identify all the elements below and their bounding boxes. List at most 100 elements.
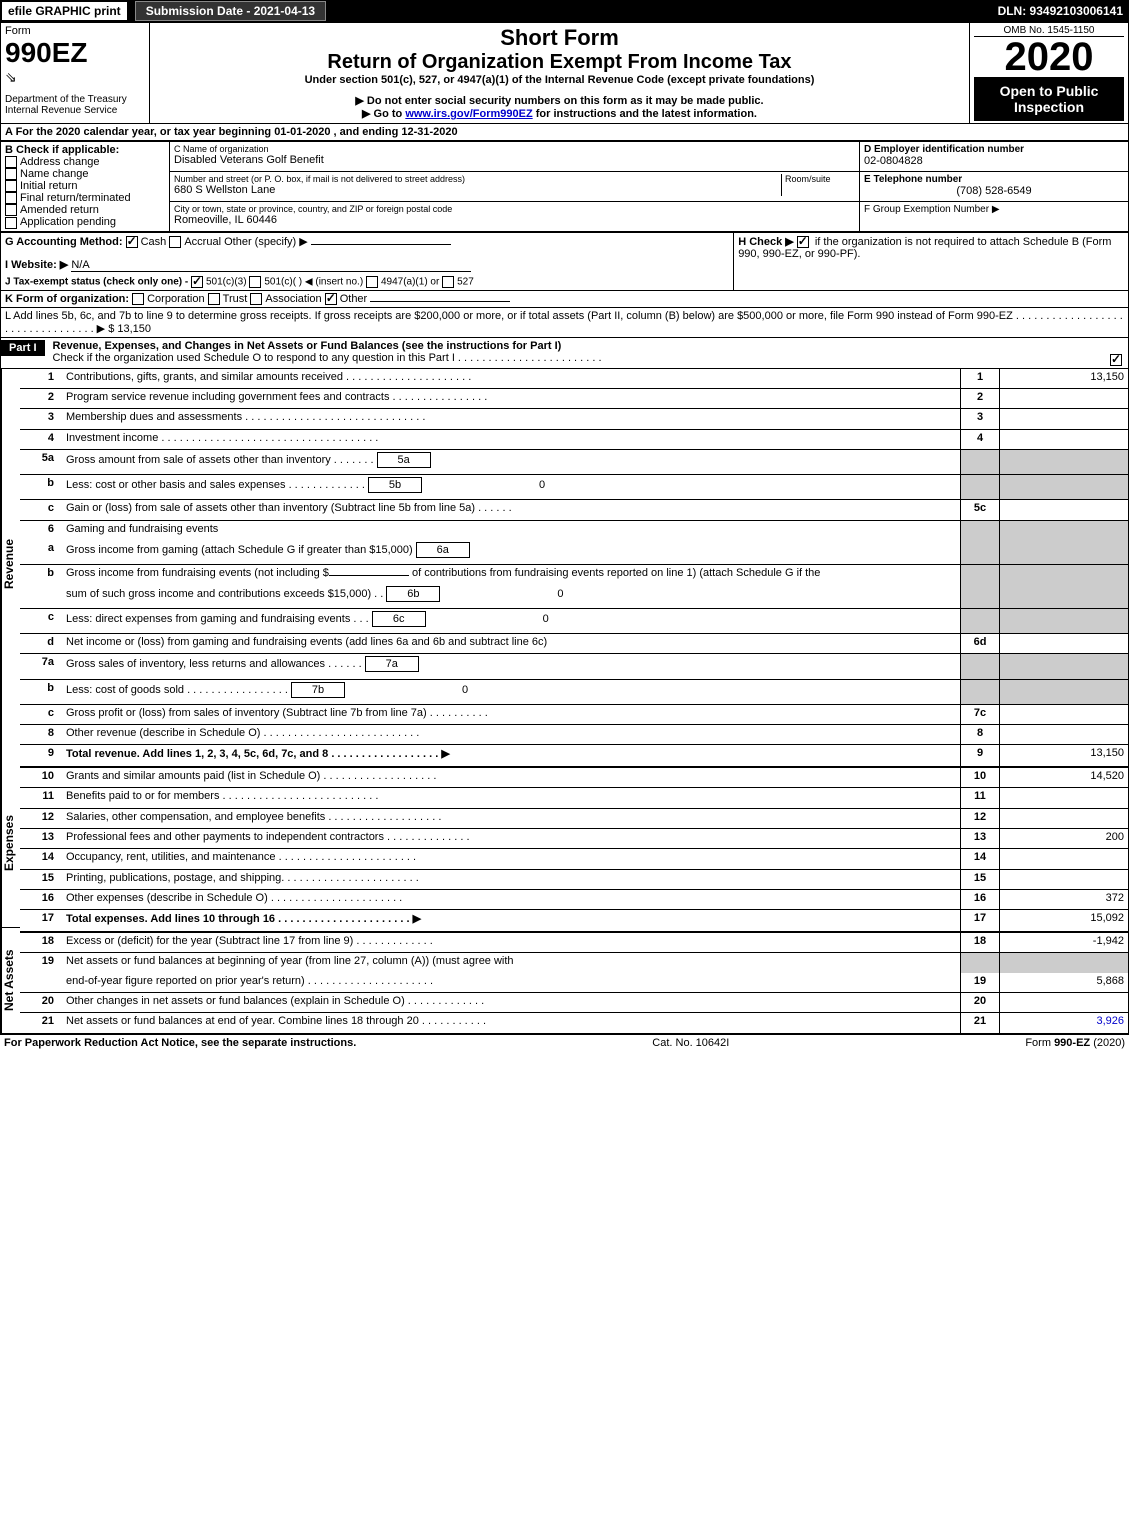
line-11-amt — [1000, 788, 1129, 808]
line-18: 18Excess or (deficit) for the year (Subt… — [20, 932, 1128, 953]
line-6: 6Gaming and fundraising events — [20, 520, 1128, 540]
527-label: 527 — [457, 276, 474, 287]
line-19-num: 19 — [961, 973, 1000, 993]
line-1-num: 1 — [961, 369, 1000, 389]
open-public-badge: Open to Public Inspection — [974, 77, 1124, 121]
box-b-title: B Check if applicable: — [5, 144, 165, 156]
line-13: 13Professional fees and other payments t… — [20, 829, 1128, 849]
other-org-checkbox[interactable] — [325, 293, 337, 305]
line-5b: bLess: cost or other basis and sales exp… — [20, 475, 1128, 500]
line-19a: 19Net assets or fund balances at beginni… — [20, 953, 1128, 973]
line-6d: dNet income or (loss) from gaming and fu… — [20, 634, 1128, 654]
line-5a-box: 5a — [377, 452, 431, 468]
amended-return-checkbox[interactable] — [5, 204, 17, 216]
line-7a-box: 7a — [365, 656, 419, 672]
line-7c-num: 7c — [961, 704, 1000, 724]
other-org-label: Other — [340, 293, 368, 305]
line-20-num: 20 — [961, 992, 1000, 1012]
line-9-desc: Total revenue. Add lines 1, 2, 3, 4, 5c,… — [66, 748, 450, 760]
box-f-label: F Group Exemption Number ▶ — [864, 204, 1124, 215]
line-7a-desc: Gross sales of inventory, less returns a… — [66, 658, 362, 670]
527-checkbox[interactable] — [442, 276, 454, 288]
line-7b-desc: Less: cost of goods sold . . . . . . . .… — [66, 684, 288, 696]
line-6a-desc: Gross income from gaming (attach Schedul… — [66, 544, 413, 556]
dln-label: DLN: 93492103006141 — [998, 4, 1129, 18]
irs-label: Internal Revenue Service — [5, 105, 145, 116]
opt-initial-return: Initial return — [20, 180, 77, 192]
line-1: 1Contributions, gifts, grants, and simil… — [20, 369, 1128, 389]
name-change-checkbox[interactable] — [5, 168, 17, 180]
address-change-checkbox[interactable] — [5, 156, 17, 168]
line-7c-desc: Gross profit or (loss) from sales of inv… — [62, 704, 961, 724]
association-checkbox[interactable] — [250, 293, 262, 305]
trust-checkbox[interactable] — [208, 293, 220, 305]
top-bar: efile GRAPHIC print Submission Date - 20… — [0, 0, 1129, 22]
phone-value: (708) 528-6549 — [864, 185, 1124, 197]
cash-label: Cash — [141, 236, 167, 248]
line-5c: cGain or (loss) from sale of assets othe… — [20, 500, 1128, 520]
line-16-num: 16 — [961, 890, 1000, 910]
4947-label: 4947(a)(1) or — [381, 276, 439, 287]
line-3: 3Membership dues and assessments . . . .… — [20, 409, 1128, 429]
accrual-checkbox[interactable] — [169, 236, 181, 248]
501c-label: 501(c)( ) ◀ (insert no.) — [264, 276, 363, 287]
cash-checkbox[interactable] — [126, 236, 138, 248]
501c3-checkbox[interactable] — [191, 276, 203, 288]
501c-checkbox[interactable] — [249, 276, 261, 288]
header-table: Form 990EZ ⇘ Department of the Treasury … — [0, 22, 1129, 124]
line-g-label: G Accounting Method: — [5, 236, 123, 248]
corporation-label: Corporation — [147, 293, 204, 305]
line-5a: 5aGross amount from sale of assets other… — [20, 449, 1128, 474]
final-return-checkbox[interactable] — [5, 192, 17, 204]
line-4-desc: Investment income . . . . . . . . . . . … — [62, 429, 961, 449]
line-9: 9Total revenue. Add lines 1, 2, 3, 4, 5c… — [20, 745, 1128, 767]
line-6b-desc3: sum of such gross income and contributio… — [66, 588, 383, 600]
association-label: Association — [265, 293, 321, 305]
box-c-street-label: Number and street (or P. O. box, if mail… — [174, 174, 781, 184]
efile-label: efile GRAPHIC print — [0, 0, 129, 22]
schedule-b-checkbox[interactable] — [797, 236, 809, 248]
line-1-amt: 13,150 — [1000, 369, 1129, 389]
line-8-desc: Other revenue (describe in Schedule O) .… — [62, 725, 961, 745]
trust-label: Trust — [223, 293, 248, 305]
opt-application-pending: Application pending — [20, 216, 116, 228]
line-15-amt — [1000, 869, 1129, 889]
line-5b-boxamt: 0 — [425, 479, 545, 491]
line-8: 8Other revenue (describe in Schedule O) … — [20, 725, 1128, 745]
line-7b-box: 7b — [291, 682, 345, 698]
line-5c-desc: Gain or (loss) from sale of assets other… — [62, 500, 961, 520]
line-6b-box: 6b — [386, 586, 440, 602]
part1-schedule-o-checkbox[interactable] — [1110, 354, 1122, 366]
line-l-amount: $ 13,150 — [108, 323, 151, 335]
line-8-num: 8 — [961, 725, 1000, 745]
line-h-label: H Check ▶ — [738, 236, 794, 248]
under-section: Under section 501(c), 527, or 4947(a)(1)… — [154, 74, 965, 86]
line-18-amt: -1,942 — [1000, 932, 1129, 953]
opt-amended-return: Amended return — [20, 204, 99, 216]
ein-value: 02-0804828 — [864, 155, 1124, 167]
line-6d-desc: Net income or (loss) from gaming and fun… — [62, 634, 961, 654]
form-word: Form — [5, 25, 145, 37]
initial-return-checkbox[interactable] — [5, 180, 17, 192]
line-11: 11Benefits paid to or for members . . . … — [20, 788, 1128, 808]
line-17-num: 17 — [961, 910, 1000, 932]
line-7c-amt — [1000, 704, 1129, 724]
line-i-label: I Website: ▶ — [5, 259, 68, 271]
irs-link[interactable]: www.irs.gov/Form990EZ — [405, 108, 532, 120]
warning-1: ▶ Do not enter social security numbers o… — [154, 94, 965, 107]
box-c-name-label: C Name of organization — [174, 144, 855, 154]
box-c-city-label: City or town, state or province, country… — [174, 204, 855, 214]
application-pending-checkbox[interactable] — [5, 217, 17, 229]
line-12-desc: Salaries, other compensation, and employ… — [62, 808, 961, 828]
line-5c-amt — [1000, 500, 1129, 520]
corporation-checkbox[interactable] — [132, 293, 144, 305]
line-5c-num: 5c — [961, 500, 1000, 520]
4947-checkbox[interactable] — [366, 276, 378, 288]
line-6b-desc2: of contributions from fundraising events… — [412, 567, 820, 579]
line-13-desc: Professional fees and other payments to … — [62, 829, 961, 849]
short-form-title: Short Form — [154, 25, 965, 51]
submission-date-button[interactable]: Submission Date - 2021-04-13 — [135, 1, 326, 21]
city-value: Romeoville, IL 60446 — [174, 214, 855, 226]
part1-title: Revenue, Expenses, and Changes in Net As… — [53, 340, 562, 352]
line-12: 12Salaries, other compensation, and empl… — [20, 808, 1128, 828]
